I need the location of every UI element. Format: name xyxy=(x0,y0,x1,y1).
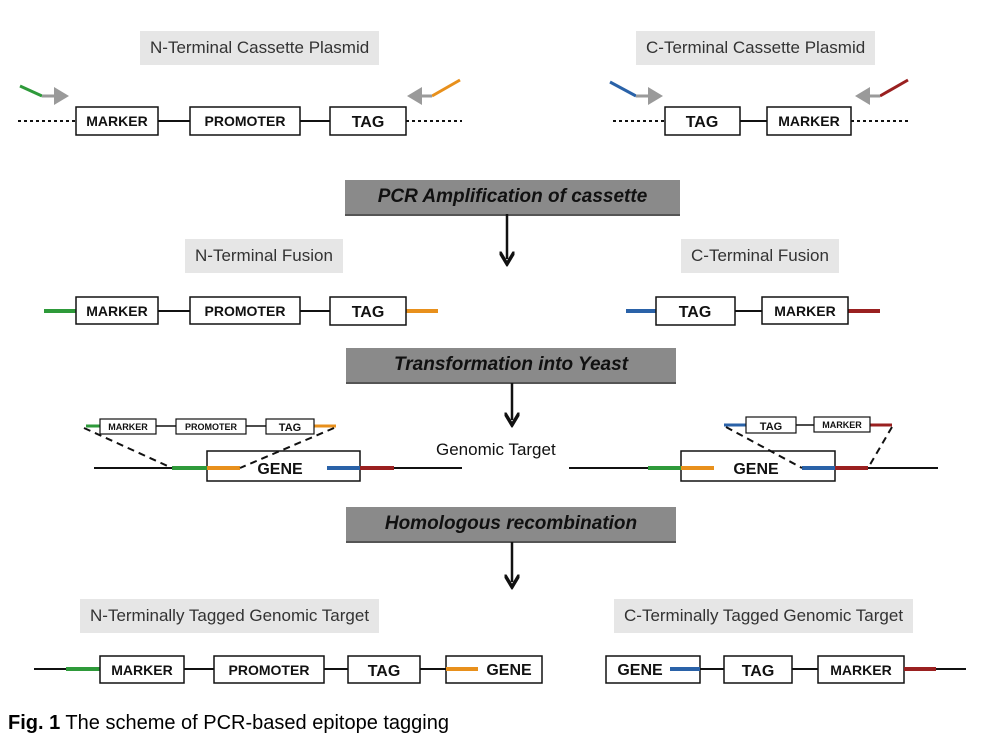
marker-box-label: MARKER xyxy=(778,113,839,129)
genomic-target-label: Genomic Target xyxy=(436,440,556,459)
marker-box-label: MARKER xyxy=(774,303,835,319)
tag-box-label: TAG xyxy=(760,421,782,433)
promoter-box xyxy=(213,655,325,684)
c-cassette-construct: TAG MARKER xyxy=(609,78,910,136)
n-fusion-label: N-Terminal Fusion xyxy=(185,239,343,273)
promoter-box-label: PROMOTER xyxy=(185,422,238,432)
marker-box xyxy=(99,655,185,684)
n-tagged-construct: MARKER PROMOTER TAG GENE xyxy=(34,655,543,684)
tag-box xyxy=(745,416,797,434)
marker-box-label: MARKER xyxy=(86,113,147,129)
tag-box-label: TAG xyxy=(368,663,401,680)
c-fusion-construct: TAG MARKER xyxy=(626,296,880,326)
tag-box xyxy=(329,106,407,136)
tag-box-label: TAG xyxy=(742,663,775,680)
promoter-box xyxy=(175,418,247,435)
c-cassette-label: C-Terminal Cassette Plasmid xyxy=(636,31,876,65)
marker-box xyxy=(75,106,159,136)
marker-box-label: MARKER xyxy=(86,303,147,319)
tag-box-label: TAG xyxy=(352,304,385,321)
tag-box-label: TAG xyxy=(679,304,712,321)
pcr-step-banner: PCR Amplification of cassette xyxy=(345,180,680,214)
tag-box xyxy=(329,296,407,326)
figure-caption-text: The scheme of PCR-based epitope tagging xyxy=(60,712,449,734)
marker-box xyxy=(99,418,157,435)
marker-box-label: MARKER xyxy=(830,662,891,678)
promoter-box-label: PROMOTER xyxy=(229,662,310,678)
n-cassette-construct: MARKER PROMOTER TAG xyxy=(18,78,462,136)
n-recombination-construct: MARKER PROMOTER TAG GENE xyxy=(83,418,462,482)
tag-box xyxy=(265,418,315,435)
red-primer xyxy=(879,78,909,98)
marker-box xyxy=(817,655,905,684)
recombination-step-banner: Homologous recombination xyxy=(346,507,676,541)
c-tagged-label: C-Terminally Tagged Genomic Target xyxy=(614,599,914,633)
gene-box-label: GENE xyxy=(257,461,303,478)
promoter-box-label: PROMOTER xyxy=(205,303,286,319)
marker-box xyxy=(766,106,852,136)
orange-primer xyxy=(431,78,461,98)
green-primer xyxy=(19,84,43,98)
c-recombination-construct: TAG MARKER GENE xyxy=(569,416,938,482)
gene-box-label: GENE xyxy=(486,662,532,679)
gene-box-label: GENE xyxy=(733,461,779,478)
tag-box-label: TAG xyxy=(352,114,385,131)
tag-box-label: TAG xyxy=(686,114,719,131)
tag-box xyxy=(655,296,736,326)
marker-box xyxy=(75,296,159,325)
n-cassette-label: N-Terminal Cassette Plasmid xyxy=(140,31,380,65)
tag-box-label: TAG xyxy=(279,422,301,434)
tag-box xyxy=(664,106,741,136)
marker-box-label: MARKER xyxy=(111,662,172,678)
tag-box xyxy=(347,655,421,684)
blue-primer xyxy=(609,80,637,98)
transformation-step-banner: Transformation into Yeast xyxy=(346,348,676,382)
marker-box-label: MARKER xyxy=(822,420,862,430)
tag-box xyxy=(723,655,793,684)
n-tagged-label: N-Terminally Tagged Genomic Target xyxy=(80,599,380,633)
figure-caption: Fig. 1 The scheme of PCR-based epitope t… xyxy=(8,712,449,735)
figure-caption-prefix: Fig. 1 xyxy=(8,712,61,734)
promoter-box-label: PROMOTER xyxy=(205,113,286,129)
marker-box-label: MARKER xyxy=(108,422,148,432)
marker-box xyxy=(761,296,849,325)
promoter-box xyxy=(189,296,301,325)
marker-box xyxy=(813,416,871,433)
c-fusion-label: C-Terminal Fusion xyxy=(681,239,839,273)
c-tagged-construct: GENE TAG MARKER xyxy=(605,655,966,684)
promoter-box xyxy=(189,106,301,136)
gene-box-label: GENE xyxy=(617,662,663,679)
n-fusion-construct: MARKER PROMOTER TAG xyxy=(44,296,438,326)
